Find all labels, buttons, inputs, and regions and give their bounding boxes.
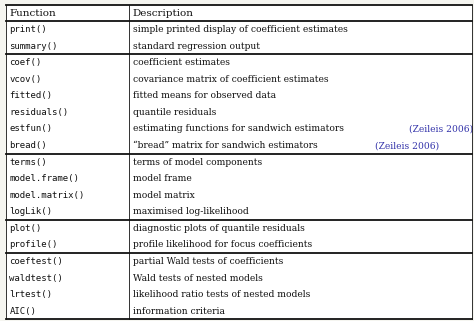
Text: profile(): profile() [9, 240, 58, 249]
Text: terms of model components: terms of model components [133, 158, 262, 167]
Text: fitted means for observed data: fitted means for observed data [133, 91, 276, 100]
Text: maximised log-likelihood: maximised log-likelihood [133, 207, 249, 216]
Text: terms(): terms() [9, 158, 47, 167]
Text: estfun(): estfun() [9, 125, 53, 134]
Text: print(): print() [9, 25, 47, 34]
Text: “bread” matrix for sandwich estimators: “bread” matrix for sandwich estimators [133, 141, 320, 150]
Text: vcov(): vcov() [9, 75, 42, 84]
Text: model matrix: model matrix [133, 191, 195, 200]
Text: coeftest(): coeftest() [9, 257, 63, 266]
Text: estimating functions for sandwich estimators: estimating functions for sandwich estima… [133, 125, 347, 134]
Text: waldtest(): waldtest() [9, 273, 63, 282]
Text: Description: Description [133, 9, 194, 18]
Text: simple printed display of coefficient estimates: simple printed display of coefficient es… [133, 25, 348, 34]
Text: information criteria: information criteria [133, 307, 225, 316]
Text: (Zeileis 2006): (Zeileis 2006) [409, 125, 473, 134]
Text: Function: Function [9, 9, 56, 18]
Text: residuals(): residuals() [9, 108, 69, 117]
Text: plot(): plot() [9, 224, 42, 233]
Text: model frame: model frame [133, 174, 191, 183]
Text: Wald tests of nested models: Wald tests of nested models [133, 273, 263, 282]
Text: partial Wald tests of coefficients: partial Wald tests of coefficients [133, 257, 283, 266]
Text: coefficient estimates: coefficient estimates [133, 58, 230, 67]
Text: coef(): coef() [9, 58, 42, 67]
Text: bread(): bread() [9, 141, 47, 150]
Text: fitted(): fitted() [9, 91, 53, 100]
Text: model.frame(): model.frame() [9, 174, 79, 183]
Text: (Zeileis 2006): (Zeileis 2006) [375, 141, 439, 150]
Text: lrtest(): lrtest() [9, 290, 53, 299]
Text: profile likelihood for focus coefficients: profile likelihood for focus coefficient… [133, 240, 312, 249]
Text: likelihood ratio tests of nested models: likelihood ratio tests of nested models [133, 290, 310, 299]
Text: logLik(): logLik() [9, 207, 53, 216]
Text: model.matrix(): model.matrix() [9, 191, 85, 200]
Text: diagnostic plots of quantile residuals: diagnostic plots of quantile residuals [133, 224, 305, 233]
Text: covariance matrix of coefficient estimates: covariance matrix of coefficient estimat… [133, 75, 328, 84]
Text: quantile residuals: quantile residuals [133, 108, 216, 117]
Text: AIC(): AIC() [9, 307, 36, 316]
Text: summary(): summary() [9, 42, 58, 51]
Text: standard regression output: standard regression output [133, 42, 260, 51]
